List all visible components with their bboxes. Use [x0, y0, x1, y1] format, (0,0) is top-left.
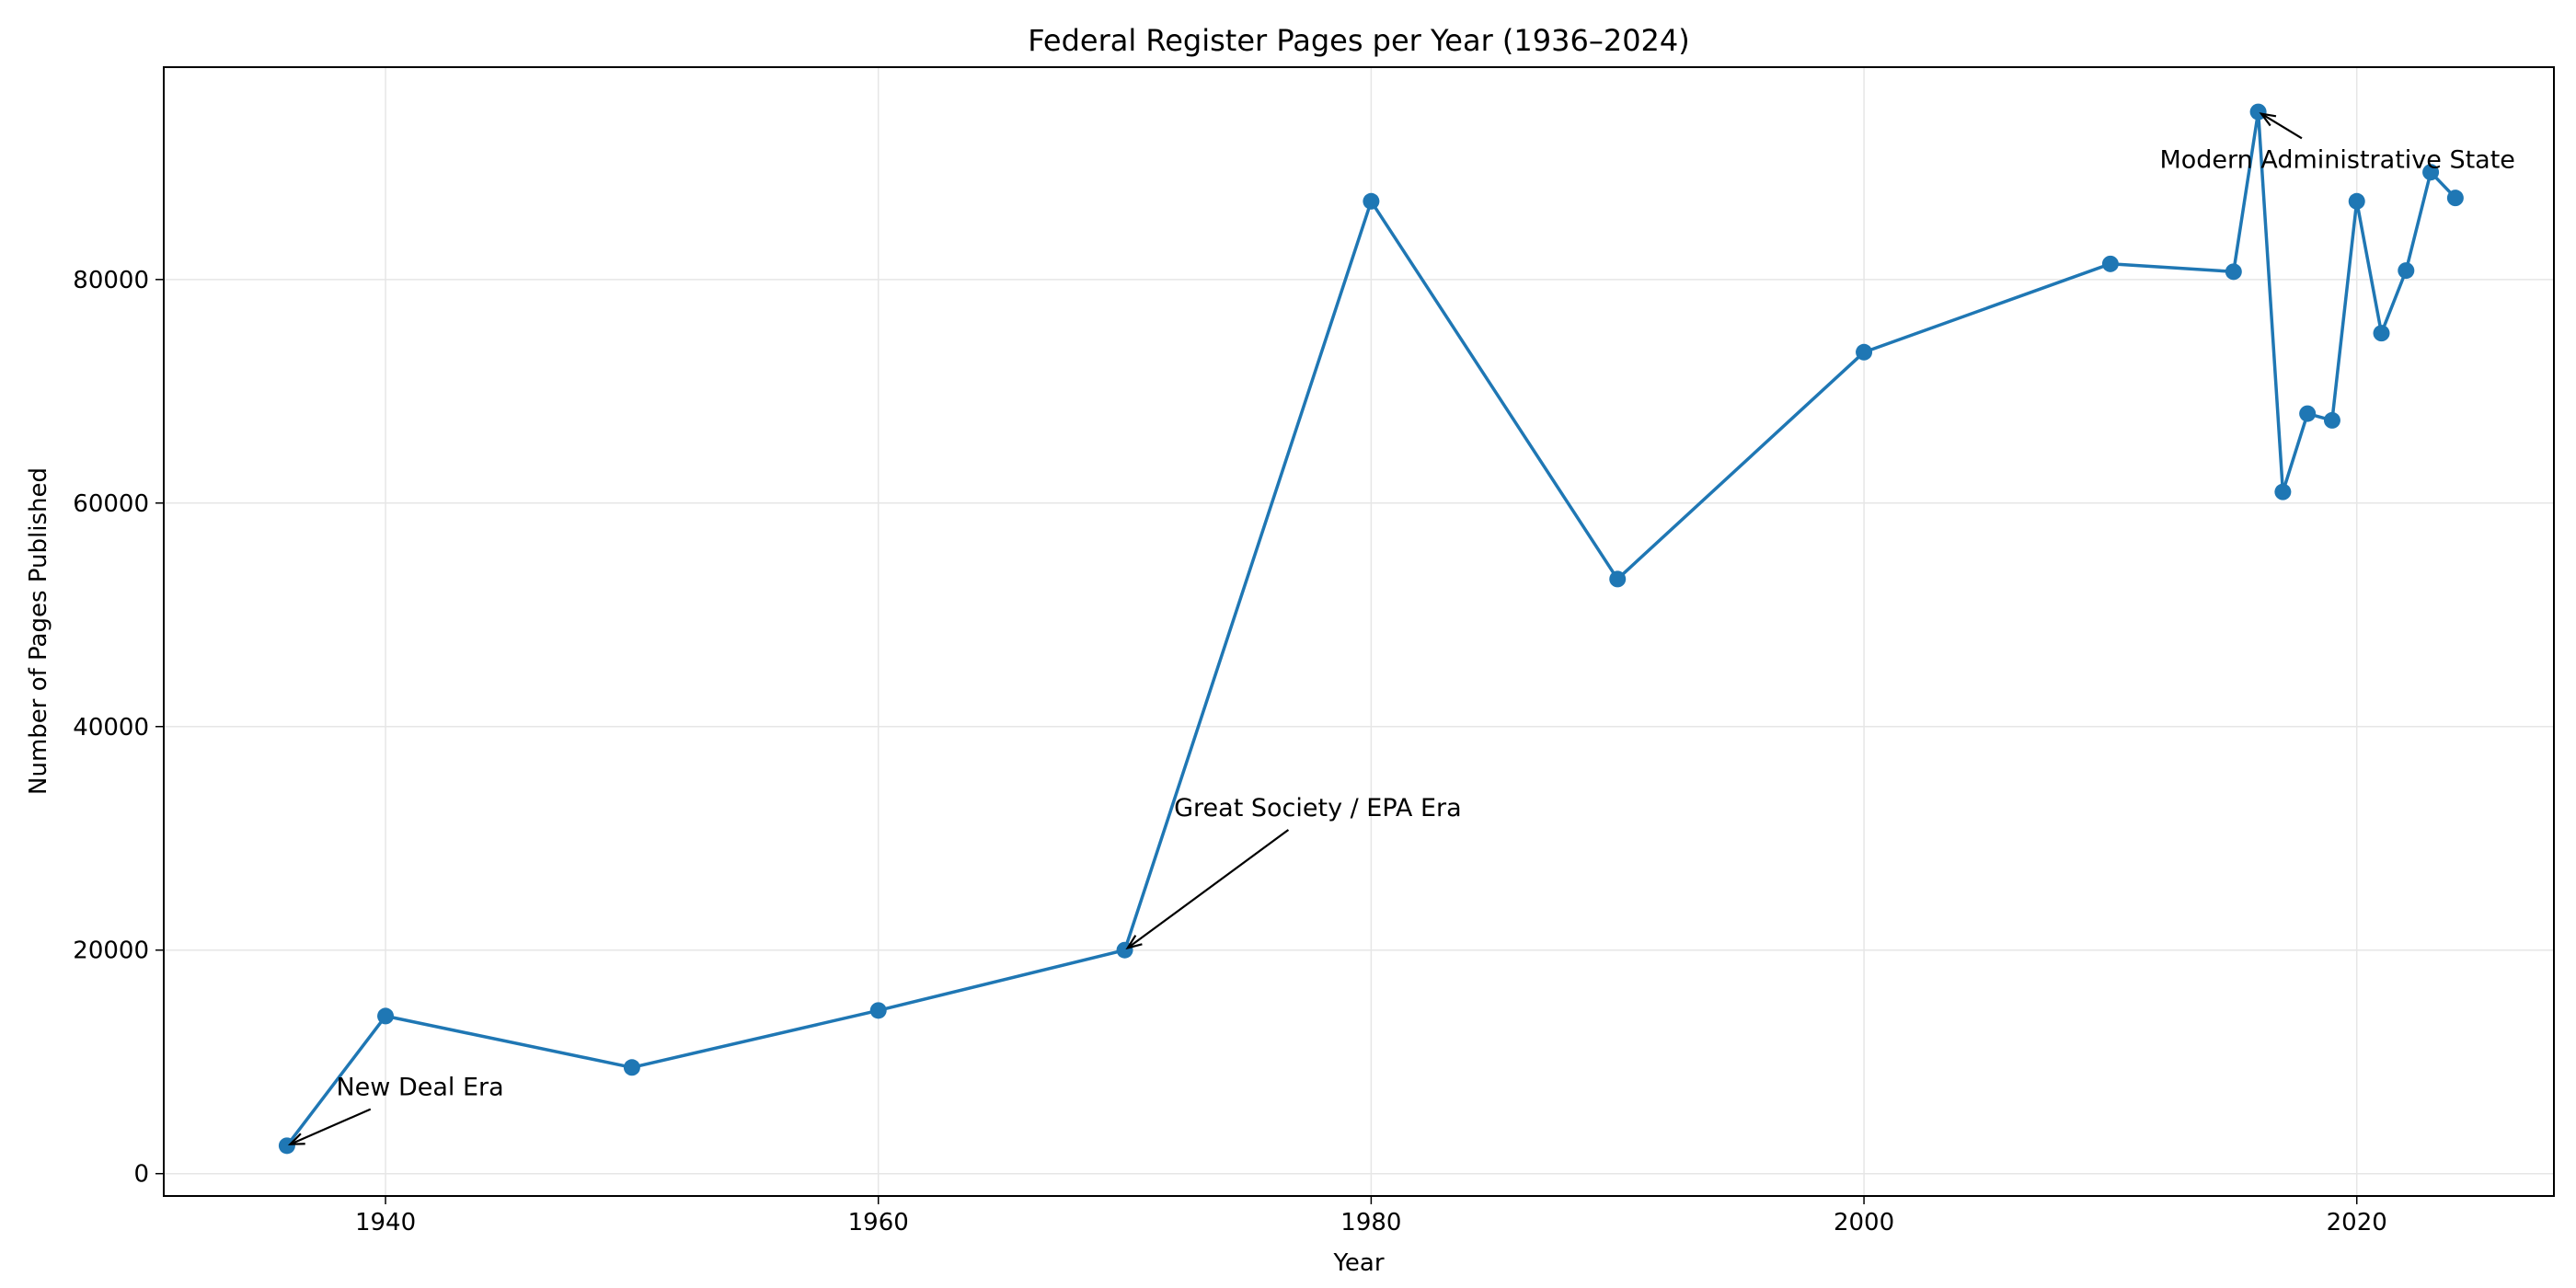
data-point	[1856, 343, 1873, 361]
y-tick-label: 80000	[73, 267, 149, 294]
x-tick-label: 1980	[1340, 1209, 1401, 1236]
annotation-text: Great Society / EPA Era	[1174, 794, 1462, 822]
data-point	[2446, 190, 2464, 207]
data-point	[2101, 255, 2119, 272]
y-tick-label: 0	[133, 1161, 149, 1189]
annotation-text: New Deal Era	[336, 1074, 503, 1102]
y-tick-label: 40000	[73, 714, 149, 742]
annotation-arrow-head	[1125, 935, 1143, 950]
annotation: Modern Administrative State	[2159, 112, 2515, 174]
x-tick-label: 1940	[355, 1209, 416, 1236]
annotation-arrow-shaft	[290, 1108, 372, 1145]
y-axis-label: Number of Pages Published	[25, 467, 52, 795]
data-point	[1609, 570, 1627, 588]
annotation-arrow-head	[2259, 112, 2277, 127]
data-point	[1363, 192, 1380, 210]
annotation-arrow-head	[287, 1133, 305, 1145]
annotation-text: Modern Administrative State	[2159, 145, 2514, 174]
chart-title: Federal Register Pages per Year (1936–20…	[1028, 23, 1690, 58]
annotations: New Deal Era Great Society / EPA Era Moder…	[287, 112, 2515, 1145]
annotation-arrow-shaft	[1127, 829, 1290, 949]
annotation: Great Society / EPA Era	[1125, 794, 1462, 950]
axes-frame	[163, 66, 2555, 1197]
data-point	[2299, 405, 2317, 422]
annotation: New Deal Era	[287, 1074, 504, 1145]
annotation-arrow-shaft	[2260, 112, 2303, 140]
data-point	[2323, 411, 2340, 429]
data-point	[2398, 262, 2415, 280]
x-axis-label: Year	[1332, 1249, 1384, 1277]
data-point	[869, 1002, 887, 1019]
data-point	[2225, 263, 2242, 281]
data-point	[2348, 192, 2365, 210]
plot-area	[164, 67, 2554, 1196]
ticks: 1940 1960 1980 2000 2020 0 20000 40000 60000 8000…	[73, 267, 2387, 1236]
data-point	[278, 1137, 295, 1155]
y-tick-label: 20000	[73, 937, 149, 965]
data-point	[2422, 164, 2440, 181]
grid	[164, 67, 2554, 1196]
x-tick-label: 1960	[848, 1209, 909, 1236]
x-tick-label: 2000	[1834, 1209, 1894, 1236]
x-tick-label: 2020	[2327, 1209, 2387, 1236]
data-point	[377, 1007, 395, 1025]
data-point	[2373, 325, 2390, 342]
data-point	[2274, 483, 2292, 500]
y-tick-label: 60000	[73, 490, 149, 518]
data-point	[623, 1059, 640, 1076]
